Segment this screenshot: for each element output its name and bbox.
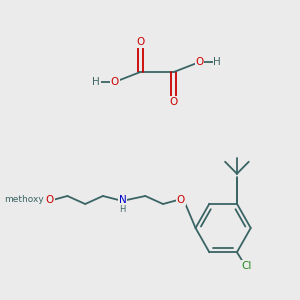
Text: H: H <box>92 77 100 87</box>
Text: O: O <box>170 97 178 107</box>
Text: H: H <box>119 205 126 214</box>
Text: Cl: Cl <box>242 261 252 271</box>
Text: O: O <box>177 195 185 205</box>
Text: H: H <box>213 57 221 67</box>
Text: O: O <box>136 37 145 47</box>
Text: O: O <box>195 57 204 67</box>
Text: N: N <box>119 195 127 205</box>
Text: methoxy: methoxy <box>4 196 44 205</box>
Text: O: O <box>46 195 54 205</box>
Text: O: O <box>111 77 119 87</box>
